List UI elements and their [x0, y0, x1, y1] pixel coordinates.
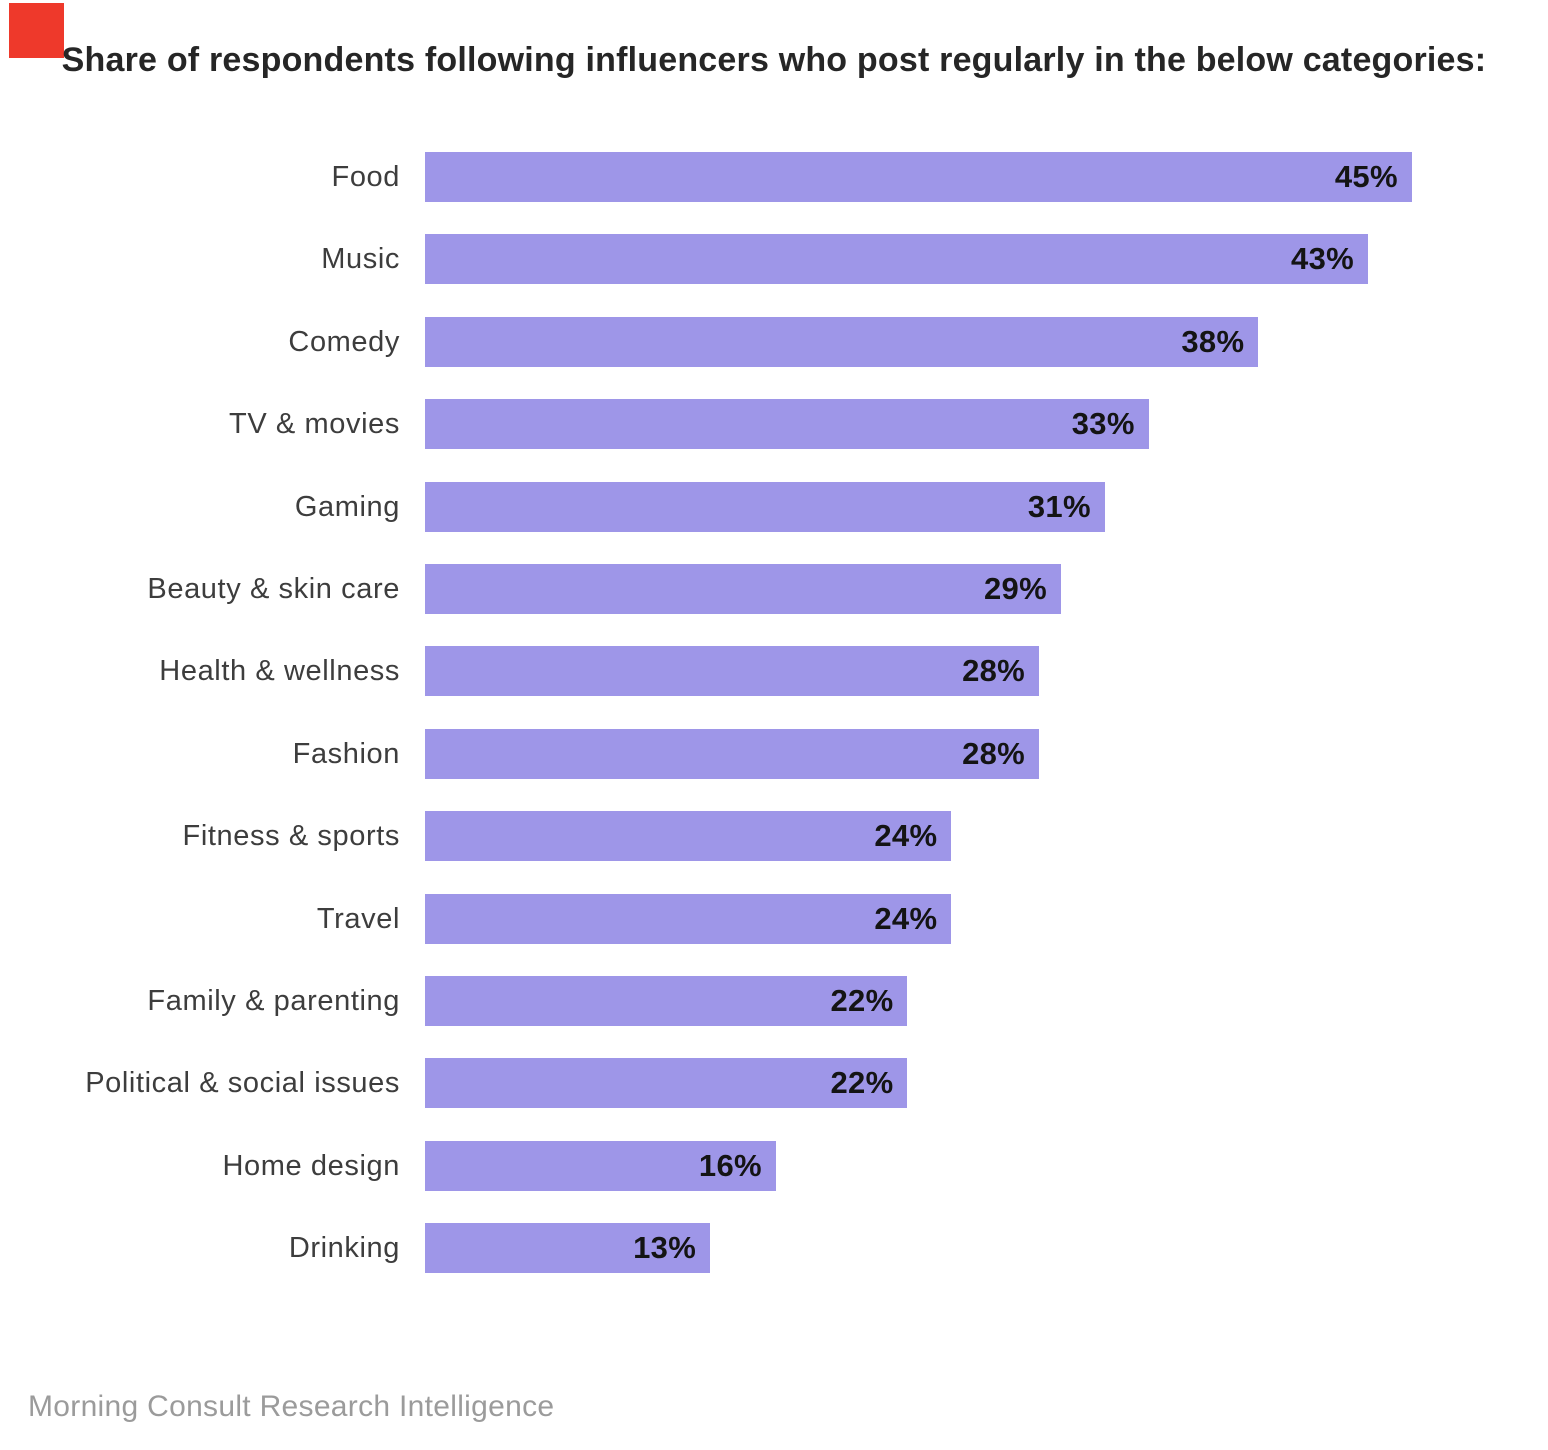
category-label: Health & wellness — [159, 655, 400, 688]
value-label: 24% — [874, 818, 938, 854]
bar: 45% — [425, 152, 1412, 202]
bar-row: Fashion 28% — [0, 728, 1548, 779]
category-label: Travel — [316, 902, 400, 935]
value-label: 16% — [698, 1147, 762, 1183]
category-label: Drinking — [288, 1232, 400, 1265]
category-label: Home design — [222, 1149, 400, 1182]
source-attribution: Morning Consult Research Intelligence — [28, 1390, 555, 1423]
bar-row: Health & wellness 28% — [0, 646, 1548, 697]
category-label: Family & parenting — [147, 985, 400, 1017]
bar-row: Political & social issues 22% — [0, 1058, 1548, 1109]
category-label: Political & social issues — [85, 1067, 400, 1100]
bar-row: Beauty & skin care 29% — [0, 564, 1548, 614]
bar-chart: Food 45% Music 43% Comedy 38% TV & movies 33% Ga… — [0, 152, 1548, 1277]
bar: 33% — [425, 399, 1149, 450]
value-label: 13% — [633, 1230, 697, 1266]
bar: 29% — [425, 564, 1061, 614]
value-label: 29% — [984, 571, 1047, 606]
bar: 24% — [425, 811, 952, 862]
bar: 24% — [425, 893, 952, 944]
bar-row: Food 45% — [0, 152, 1548, 202]
red-square-mark — [9, 3, 64, 58]
value-label: 38% — [1181, 323, 1245, 359]
value-label: 22% — [830, 1065, 894, 1101]
category-label: Food — [331, 161, 400, 193]
bar-row: TV & movies 33% — [0, 399, 1548, 450]
value-label: 31% — [1027, 488, 1091, 524]
bar-row: Gaming 31% — [0, 481, 1548, 532]
value-label: 33% — [1071, 406, 1135, 442]
value-label: 43% — [1291, 241, 1354, 277]
value-label: 45% — [1334, 159, 1398, 194]
bar-row: Drinking 13% — [0, 1223, 1548, 1274]
bar-row: Comedy 38% — [0, 316, 1548, 367]
chart-title: Share of respondents following influence… — [61, 41, 1487, 79]
value-label: 22% — [830, 983, 894, 1018]
category-label: Fashion — [292, 737, 400, 770]
category-label: Gaming — [294, 490, 400, 523]
bar: 22% — [425, 1058, 908, 1109]
bar: 28% — [425, 728, 1040, 779]
bar: 16% — [425, 1140, 776, 1191]
bar: 13% — [425, 1223, 711, 1274]
bar: 22% — [425, 976, 908, 1026]
bar-row: Home design 16% — [0, 1140, 1548, 1191]
bar: 28% — [425, 646, 1040, 697]
value-label: 24% — [874, 900, 938, 936]
value-label: 28% — [962, 653, 1026, 689]
value-label: 28% — [962, 735, 1026, 771]
category-label: Beauty & skin care — [147, 573, 400, 605]
bar: 31% — [425, 481, 1105, 532]
bar-row: Fitness & sports 24% — [0, 811, 1548, 862]
bar-row: Family & parenting 22% — [0, 976, 1548, 1026]
bar: 38% — [425, 316, 1259, 367]
category-label: Fitness & sports — [182, 820, 400, 853]
bar: 43% — [425, 234, 1368, 285]
bar-row: Travel 24% — [0, 893, 1548, 944]
category-label: Music — [321, 243, 400, 276]
bar-row: Music 43% — [0, 234, 1548, 285]
category-label: Comedy — [288, 325, 400, 358]
category-label: TV & movies — [229, 408, 400, 441]
